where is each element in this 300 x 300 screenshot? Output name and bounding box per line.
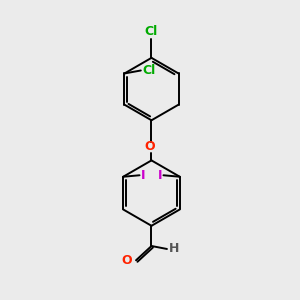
Text: I: I — [141, 169, 146, 182]
Text: Cl: Cl — [145, 25, 158, 38]
Text: I: I — [158, 169, 162, 182]
Text: H: H — [169, 242, 180, 256]
Text: Cl: Cl — [142, 64, 155, 77]
Text: O: O — [122, 254, 133, 267]
Text: O: O — [145, 140, 155, 153]
